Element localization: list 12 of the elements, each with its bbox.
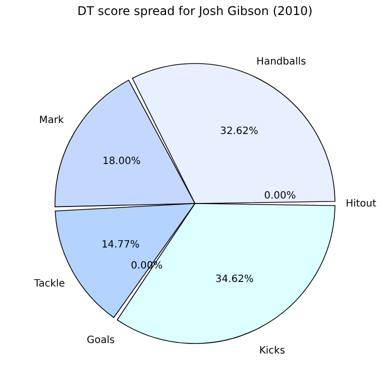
category-label: Goals <box>86 335 115 346</box>
category-label: Hitout <box>346 198 376 210</box>
data-label: 34.62% <box>215 274 254 285</box>
data-label: 18.00% <box>102 156 141 167</box>
chart-title: DT score spread for Josh Gibson (2010) <box>77 4 313 18</box>
data-label: 14.77% <box>101 239 140 250</box>
data-label: 32.62% <box>220 126 258 137</box>
slice-label: Handballs <box>256 56 306 68</box>
slice-label: Kicks <box>259 345 286 356</box>
text: 0.00% <box>264 190 296 202</box>
slice-label: Tackle <box>33 278 65 290</box>
slice-label: Mark <box>39 115 64 126</box>
